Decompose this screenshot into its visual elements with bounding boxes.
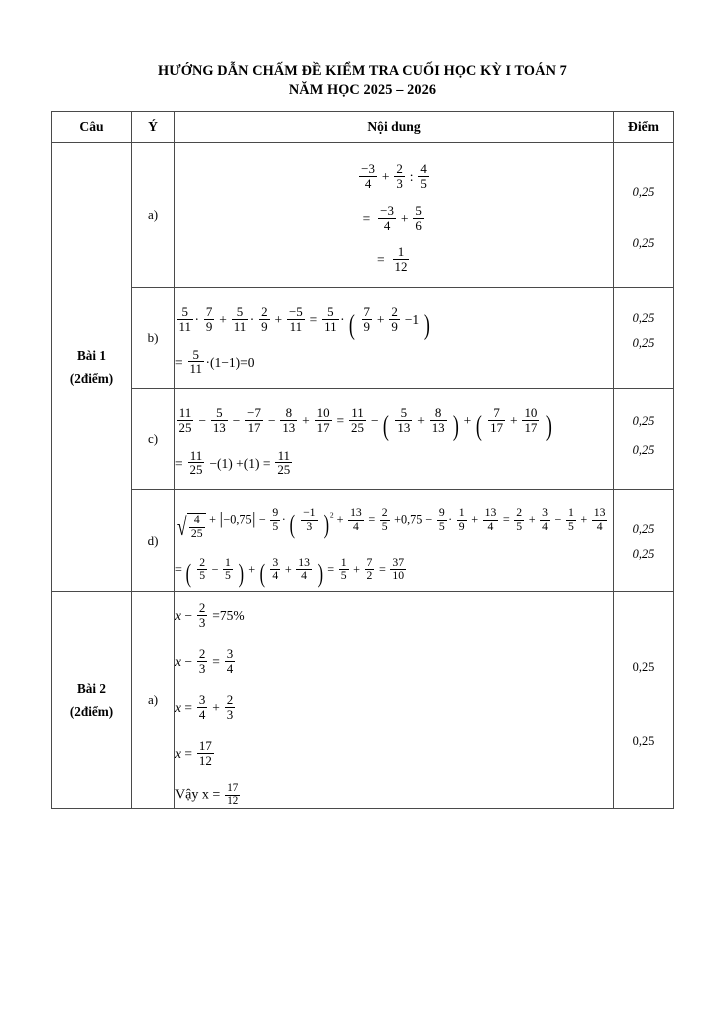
cau-label-main: Bài 1: [77, 348, 106, 363]
score-cell-1c: 0,25 0,25: [613, 388, 674, 490]
table-row: d) √ 4 25 + |−0,75| − 9 5 · ( −1 3: [52, 489, 674, 592]
score-value: 0,25: [632, 443, 655, 457]
table-header-row: Câu Ý Nội dung Điểm: [51, 111, 674, 143]
score-value: 0,25: [632, 547, 655, 561]
y-cell-b: b): [131, 287, 175, 389]
y-cell-d: d): [131, 489, 175, 592]
cau-label-sub: (2điểm): [69, 703, 114, 719]
header-noi-dung: Nội dung: [174, 111, 614, 143]
cau-cell-bai-2: Bài 2 (2điểm): [51, 591, 132, 809]
score-value: 0,25: [632, 311, 655, 325]
y-cell-2a: a): [131, 591, 175, 809]
score-cell-1b: 0,25 0,25: [613, 287, 674, 389]
cau-cell-bai-1: Bài 1 (2điểm): [51, 142, 132, 592]
math-expression-1c: 11 25 − 5 13 − −7 17 − 8 13 + 10 17 = 11 25 −: [175, 404, 552, 478]
header-diem: Điểm: [613, 111, 674, 143]
cau-label-main: Bài 2: [77, 680, 106, 696]
math-expression-1d: √ 4 25 + |−0,75| − 9 5 · ( −1 3 )2 + 13 4 =: [175, 506, 608, 589]
score-value: 0,25: [632, 659, 655, 674]
table-row: c) 11 25 − 5 13 − −7 17 − 8 13 + 10 17: [52, 388, 674, 490]
score-value: 0,25: [632, 336, 655, 350]
score-cell-1a: 0,25 0,25: [613, 142, 674, 288]
grading-guide-table: Câu Ý Nội dung Điểm Bài 1 (2điểm) a) −3 4: [51, 111, 674, 809]
score-value: 0,25: [632, 414, 655, 428]
score-value: 0,25: [632, 185, 655, 199]
header-cau: Câu: [51, 111, 132, 143]
score-cell-2a: 0,25 0,25: [613, 591, 674, 809]
cau-label-sub: (2điểm): [69, 371, 114, 386]
title-line-2: NĂM HỌC 2025 – 2026: [288, 82, 437, 98]
score-cell-1d: 0,25 0,25: [613, 489, 674, 592]
content-cell-1c: 11 25 − 5 13 − −7 17 − 8 13 + 10 17 = 11 25 −: [174, 388, 614, 490]
score-value: 0,25: [632, 236, 655, 250]
content-cell-1d: √ 4 25 + |−0,75| − 9 5 · ( −1 3 )2 + 13 4 =: [174, 489, 614, 592]
score-value: 0,25: [632, 733, 655, 748]
score-value: 0,25: [632, 522, 655, 536]
header-y: Ý: [131, 111, 175, 143]
document-title: HƯỚNG DẪN CHẤM ĐỀ KIỂM TRA CUỐI HỌC KỲ I…: [0, 62, 725, 100]
title-line-1: HƯỚNG DẪN CHẤM ĐỀ KIỂM TRA CUỐI HỌC KỲ I…: [158, 63, 567, 79]
y-cell-a: a): [131, 142, 175, 288]
y-cell-c: c): [131, 388, 175, 490]
